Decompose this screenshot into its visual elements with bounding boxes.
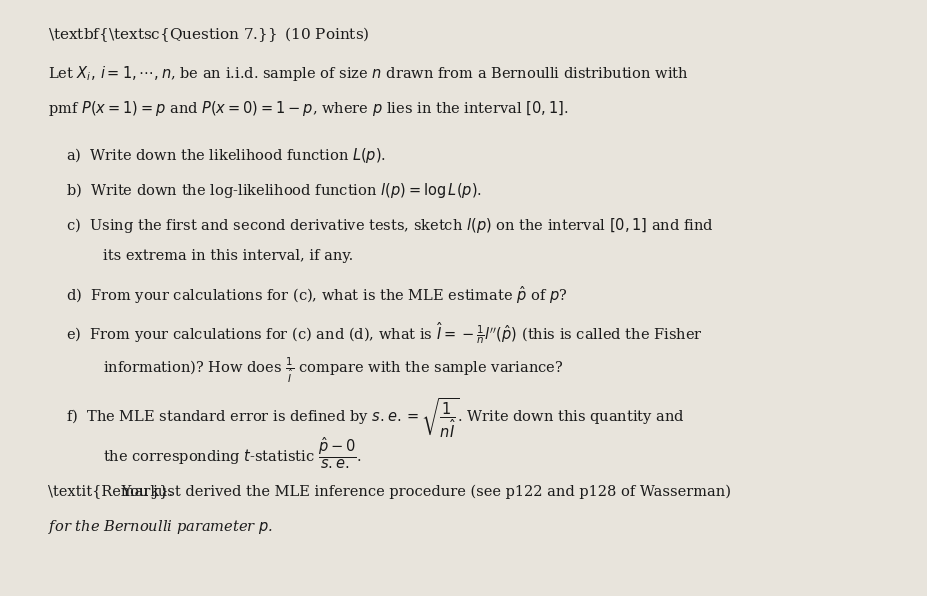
Text: pmf $P(x=1)=p$ and $P(x=0)=1-p$, where $p$ lies in the interval $[0,1]$.: pmf $P(x=1)=p$ and $P(x=0)=1-p$, where $… — [47, 98, 568, 117]
Text: \textbf{\textsc{Question 7.}}$\enspace$(10 Points): \textbf{\textsc{Question 7.}}$\enspace$(… — [47, 25, 369, 44]
Text: a)  Write down the likelihood function $L(p)$.: a) Write down the likelihood function $L… — [66, 145, 387, 164]
Text: for the Bernoulli parameter $p$.: for the Bernoulli parameter $p$. — [47, 519, 273, 536]
Text: b)  Write down the log-likelihood function $l(p) = \log L(p)$.: b) Write down the log-likelihood functio… — [66, 181, 482, 200]
Text: e)  From your calculations for (c) and (d), what is $\hat{I} = -\frac{1}{n}l''(\: e) From your calculations for (c) and (d… — [66, 320, 703, 346]
Text: information)? How does $\frac{1}{\hat{I}}$ compare with the sample variance?: information)? How does $\frac{1}{\hat{I}… — [103, 355, 564, 384]
Text: f)  The MLE standard error is defined by $s.e. = \sqrt{\dfrac{1}{n\hat{I}}}$. Wr: f) The MLE standard error is defined by … — [66, 396, 685, 440]
Text: d)  From your calculations for (c), what is the MLE estimate $\hat{p}$ of $p$?: d) From your calculations for (c), what … — [66, 284, 567, 306]
Text: Let $X_i,\, i=1,\cdots,n$, be an i.i.d. sample of size $n$ drawn from a Bernoull: Let $X_i,\, i=1,\cdots,n$, be an i.i.d. … — [47, 64, 688, 83]
Text: the corresponding $t$-statistic $\dfrac{\hat{p}-0}{s.e.}$.: the corresponding $t$-statistic $\dfrac{… — [103, 435, 362, 470]
Text: \textit{Remark}.: \textit{Remark}. — [47, 485, 172, 498]
Text: You just derived the MLE inference procedure (see p122 and p128 of Wasserman): You just derived the MLE inference proce… — [117, 485, 730, 499]
Text: its extrema in this interval, if any.: its extrema in this interval, if any. — [103, 249, 353, 263]
Text: c)  Using the first and second derivative tests, sketch $l(p)$ on the interval $: c) Using the first and second derivative… — [66, 216, 714, 235]
